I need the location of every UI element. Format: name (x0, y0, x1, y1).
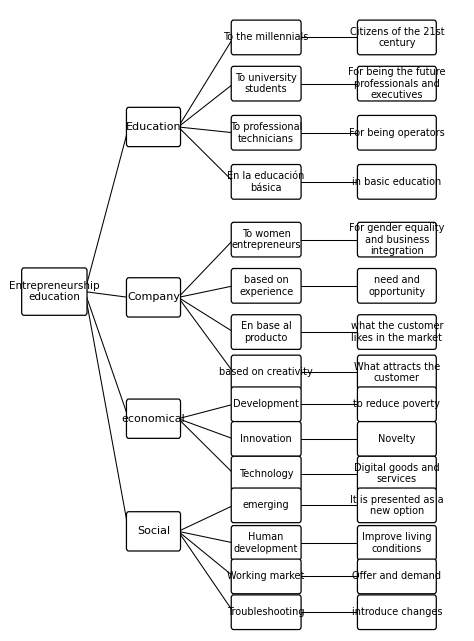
FancyBboxPatch shape (231, 456, 301, 491)
Text: To university
students: To university students (235, 73, 297, 94)
Text: Innovation: Innovation (240, 434, 292, 444)
FancyBboxPatch shape (357, 422, 436, 456)
Text: Offer and demand: Offer and demand (352, 571, 441, 581)
FancyBboxPatch shape (231, 387, 301, 422)
Text: Education: Education (126, 122, 181, 132)
Text: Troubleshooting: Troubleshooting (228, 607, 305, 617)
FancyBboxPatch shape (357, 595, 436, 629)
Text: Development: Development (233, 399, 299, 409)
Text: To professional
technicians: To professional technicians (230, 122, 302, 144)
FancyBboxPatch shape (127, 512, 181, 551)
Text: to reduce poverty: to reduce poverty (353, 399, 440, 409)
FancyBboxPatch shape (231, 488, 301, 522)
FancyBboxPatch shape (231, 422, 301, 456)
Text: Social: Social (137, 526, 170, 537)
FancyBboxPatch shape (231, 526, 301, 560)
Text: Digital goods and
services: Digital goods and services (354, 463, 440, 485)
Text: For being operators: For being operators (349, 128, 445, 138)
Text: in basic education: in basic education (352, 177, 441, 187)
Text: introduce changes: introduce changes (352, 607, 442, 617)
FancyBboxPatch shape (127, 107, 181, 147)
FancyBboxPatch shape (357, 456, 436, 491)
FancyBboxPatch shape (127, 278, 181, 317)
FancyBboxPatch shape (231, 269, 301, 303)
Text: To women
entrepreneurs: To women entrepreneurs (231, 229, 301, 251)
FancyBboxPatch shape (231, 595, 301, 629)
FancyBboxPatch shape (231, 20, 301, 54)
FancyBboxPatch shape (357, 526, 436, 560)
FancyBboxPatch shape (22, 268, 87, 315)
FancyBboxPatch shape (231, 222, 301, 257)
Text: Working market: Working market (228, 571, 305, 581)
FancyBboxPatch shape (231, 66, 301, 101)
Text: what the customer
likes in the market: what the customer likes in the market (351, 321, 443, 343)
Text: need and
opportunity: need and opportunity (368, 275, 425, 297)
FancyBboxPatch shape (231, 315, 301, 349)
FancyBboxPatch shape (127, 399, 181, 438)
FancyBboxPatch shape (357, 115, 436, 150)
Text: En base al
producto: En base al producto (241, 321, 292, 343)
Text: Improve living
conditions: Improve living conditions (362, 532, 432, 554)
FancyBboxPatch shape (357, 387, 436, 422)
FancyBboxPatch shape (357, 355, 436, 390)
Text: For being the future
professionals and
executives: For being the future professionals and e… (348, 67, 446, 100)
Text: To the millennials: To the millennials (223, 33, 309, 42)
Text: Novelty: Novelty (378, 434, 416, 444)
FancyBboxPatch shape (357, 165, 436, 199)
FancyBboxPatch shape (357, 315, 436, 349)
Text: emerging: emerging (243, 501, 290, 510)
Text: economical: economical (122, 413, 185, 424)
Text: Entrepreneurship
education: Entrepreneurship education (9, 281, 100, 303)
Text: En la educación
básica: En la educación básica (228, 171, 305, 193)
Text: What attracts the
customer: What attracts the customer (354, 362, 440, 383)
Text: It is presented as a
new option: It is presented as a new option (350, 495, 444, 516)
Text: Technology: Technology (239, 469, 293, 479)
Text: For gender equality
and business
integration: For gender equality and business integra… (349, 223, 445, 256)
FancyBboxPatch shape (357, 559, 436, 594)
Text: Citizens of the 21st
century: Citizens of the 21st century (349, 27, 444, 48)
FancyBboxPatch shape (357, 222, 436, 257)
FancyBboxPatch shape (357, 488, 436, 522)
Text: based on creativity: based on creativity (219, 367, 313, 378)
FancyBboxPatch shape (231, 559, 301, 594)
FancyBboxPatch shape (357, 66, 436, 101)
FancyBboxPatch shape (231, 355, 301, 390)
Text: Human
development: Human development (234, 532, 298, 554)
FancyBboxPatch shape (231, 165, 301, 199)
FancyBboxPatch shape (357, 269, 436, 303)
FancyBboxPatch shape (231, 115, 301, 150)
FancyBboxPatch shape (357, 20, 436, 54)
Text: Company: Company (127, 292, 180, 303)
Text: based on
experience: based on experience (239, 275, 293, 297)
